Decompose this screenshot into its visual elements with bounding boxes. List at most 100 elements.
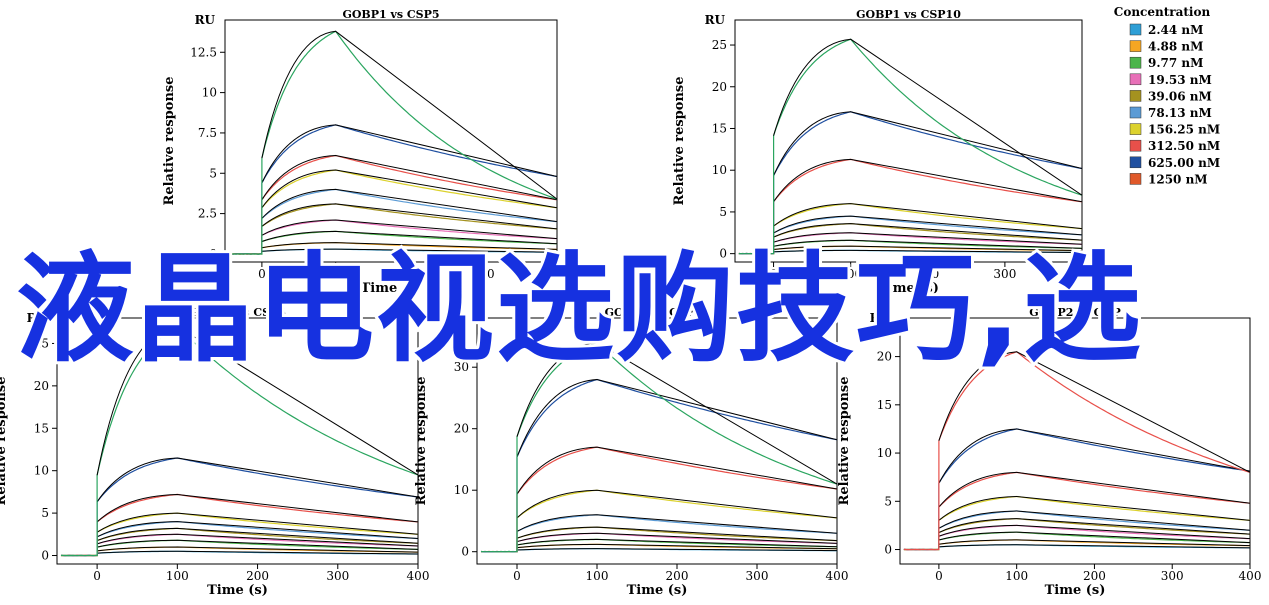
fit-line (96, 533, 418, 547)
series-312.50-nm (480, 446, 837, 553)
x-tick-label: 300 (993, 267, 1016, 281)
fit-line (938, 428, 1250, 484)
fit-line (773, 38, 1082, 196)
series-156.25-nm (60, 512, 418, 557)
fit-line (261, 155, 557, 201)
legend-label: 625.00 nM (1148, 156, 1220, 170)
fit-line (516, 342, 837, 485)
x-tick-label: 200 (246, 569, 269, 583)
fit-line (97, 546, 418, 553)
series-156.25-nm (738, 202, 1082, 255)
panel-title: GOBP2 vs CSP5 (189, 306, 286, 319)
x-tick-label: 0 (258, 267, 266, 281)
y-tick-label: 15 (34, 421, 49, 435)
legend-swatch (1129, 106, 1142, 119)
series-625.00-nm (738, 111, 1082, 255)
panel-title: GOBP1 vs CSP5 (342, 8, 439, 21)
legend-swatch (1129, 139, 1142, 152)
y-axis-label: Relative response (162, 77, 177, 206)
legend-label: 39.06 nM (1148, 89, 1212, 103)
panel-title: GOBP2 vs OBP (1029, 306, 1121, 319)
fit-line (516, 514, 837, 534)
chart-panel-2: GOBP1 vs CSP10 RU Relative response Time (s… (672, 8, 1093, 296)
x-tick-label: 400 (1071, 267, 1094, 281)
y-tick-label: 5 (884, 494, 892, 508)
legend-label: 19.53 nM (1148, 73, 1212, 87)
sensorgram-series (903, 351, 1250, 551)
series-1250-nm (228, 30, 557, 255)
fit-line (516, 532, 837, 544)
series-78.13-nm (480, 514, 837, 553)
series-78.13-nm (738, 215, 1082, 255)
ru-unit-label: RU (447, 311, 468, 325)
x-tick-label: 100 (839, 267, 862, 281)
y-tick-label: 15 (877, 398, 892, 412)
x-tick-label: 400 (826, 569, 849, 583)
legend: Concentration 2.44 nM 4.88 nM 9.77 nM 19.53 … (1114, 5, 1220, 186)
legend-swatch (1129, 156, 1142, 169)
fit-line (516, 543, 837, 550)
chart-panel-3: GOBP2 vs CSP5 RU Relative response Time (s)… (0, 306, 429, 598)
fit-line (261, 30, 557, 200)
series-625.00-nm (480, 378, 837, 553)
x-tick-label: 300 (472, 267, 495, 281)
series-625.00-nm (903, 428, 1250, 551)
legend-label: 78.13 nM (1148, 106, 1212, 120)
x-tick-label: 0 (935, 569, 943, 583)
fit-line (96, 325, 418, 476)
series-156.25-nm (903, 495, 1250, 551)
chart-panel-5: GOBP2 vs OBP RU Relative response Time (s) 0… (837, 306, 1261, 598)
fit-line (938, 510, 1250, 531)
series-156.25-nm (228, 169, 557, 255)
fit-line (261, 219, 557, 240)
fit-line (773, 232, 1082, 245)
y-tick-label: 10 (34, 464, 49, 478)
y-axis-label: Relative response (414, 377, 429, 506)
fit-line (261, 248, 557, 253)
fit-line (96, 493, 418, 523)
chart-panel-1: GOBP1 vs CSP5 RU Relative response Time (s)… (162, 8, 568, 296)
y-tick-label: 25 (34, 336, 49, 350)
series-39.06-nm (60, 527, 418, 557)
y-tick-label: 5 (209, 166, 217, 180)
y-tick-label: 20 (454, 422, 469, 436)
x-axis-label: Time (s) (361, 281, 422, 296)
sensorgram-series (60, 325, 418, 557)
series-39.06-nm (228, 203, 557, 255)
x-tick-label: 0 (770, 267, 778, 281)
fit-line (96, 521, 418, 540)
x-tick-label: 100 (1005, 569, 1028, 583)
legend-swatch (1129, 123, 1142, 135)
y-tick-label: 0 (461, 545, 469, 559)
series-312.50-nm (738, 158, 1082, 255)
fit-line (516, 489, 837, 519)
y-tick-label: 20 (34, 379, 49, 393)
fit-line (938, 351, 1250, 473)
y-tick-label: 7.5 (198, 126, 217, 140)
plot-frame (899, 317, 1251, 565)
legend-title: Concentration (1114, 5, 1211, 19)
fit-line (96, 512, 418, 535)
fit-line (773, 223, 1082, 241)
legend-label: 1250 nM (1148, 172, 1208, 186)
y-axis-label: Relative response (837, 377, 852, 506)
fit-line (773, 111, 1082, 176)
fit-line (773, 215, 1082, 236)
y-axis-label: Relative response (672, 77, 687, 206)
plot-frame (734, 19, 1083, 263)
legend-swatch (1129, 23, 1142, 36)
legend-label: 2.44 nM (1148, 23, 1203, 37)
panel-title: GOBP2 vs CSP10 (605, 306, 710, 319)
y-tick-label: 5 (41, 506, 49, 520)
sensorgram-series (228, 30, 557, 255)
y-tick-label: 30 (454, 360, 469, 374)
y-axis-label: Relative response (0, 377, 9, 506)
y-tick-label: 2.5 (198, 207, 217, 221)
fit-line (773, 203, 1082, 230)
overlay-title: 液晶电视选购技巧,选 (13, 240, 1144, 378)
y-tick-label: 25 (712, 38, 727, 52)
x-tick-label: 0 (513, 569, 521, 583)
x-tick-label: 200 (666, 569, 689, 583)
plot-frame (476, 317, 838, 565)
x-tick-label: 100 (586, 569, 609, 583)
